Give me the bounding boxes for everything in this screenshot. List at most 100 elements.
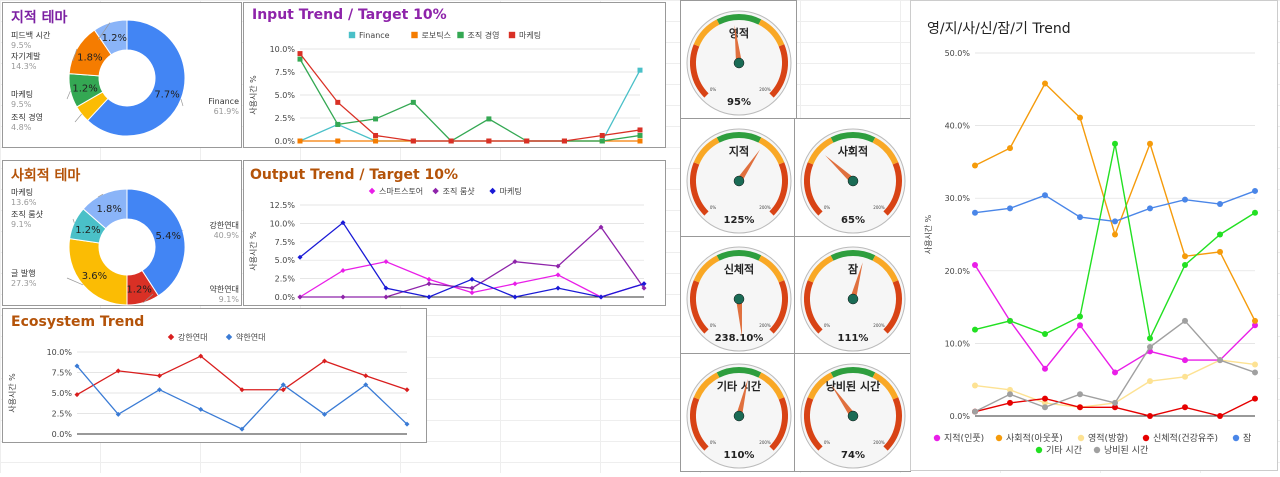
data-point: [638, 68, 643, 73]
gauge-max-label: 200%: [873, 205, 885, 210]
y-tick-label: 5.0%: [275, 91, 296, 100]
data-point: [486, 116, 491, 121]
data-point: [1252, 318, 1258, 324]
leader-line: [75, 114, 82, 122]
gauge-max-label: 200%: [759, 87, 771, 92]
slice-label: 강한연대: [210, 220, 239, 230]
y-tick-label: 7.5%: [275, 238, 296, 247]
data-point: [1252, 396, 1258, 402]
y-axis-label: 사용시간 %: [923, 214, 933, 254]
y-tick-label: 5.0%: [52, 389, 73, 398]
gauge-value: 65%: [841, 215, 865, 226]
data-point: [335, 100, 340, 105]
gauge-dial: 잠0%200%111%: [795, 237, 912, 356]
data-point: [298, 51, 303, 56]
gauge-label: 낭비된 시간: [826, 379, 880, 393]
gauge-max-label: 200%: [759, 205, 771, 210]
data-point: [1112, 218, 1118, 224]
legend-label: 기타 시간: [1046, 445, 1082, 456]
data-point: [600, 139, 605, 144]
leader-line: [67, 91, 70, 99]
data-point: [457, 32, 463, 38]
data-point: [1042, 396, 1048, 402]
y-tick-label: 2.5%: [275, 114, 296, 123]
slice-pct-label: 40.9%: [214, 231, 240, 240]
y-tick-label: 0.0%: [275, 137, 296, 146]
slice-inner-label: 1.8%: [96, 204, 121, 215]
life-trend-panel: 영/지/사/신/잠/기 Trend 0.0%10.0%20.0%30.0%40.…: [910, 0, 1278, 471]
data-point: [1077, 391, 1083, 397]
data-point: [1112, 369, 1118, 375]
data-point: [226, 334, 232, 340]
gauge-label: 기타 시간: [717, 379, 761, 393]
data-point: [1182, 253, 1188, 259]
slice-inner-label: 1.2%: [102, 33, 127, 44]
data-point: [1182, 374, 1188, 380]
input-trend-panel: Input Trend / Target 10% 0.0%2.5%5.0%7.5…: [243, 2, 666, 148]
data-point: [972, 327, 978, 333]
slice-pct-label: 9.1%: [219, 295, 240, 304]
data-point: [509, 32, 515, 38]
data-point: [1007, 145, 1013, 151]
data-point: [1007, 400, 1013, 406]
data-point: [1147, 141, 1153, 147]
gauge-value: 74%: [841, 450, 865, 461]
data-point: [411, 139, 416, 144]
legend-label: 로보틱스: [422, 30, 451, 40]
data-point: [1112, 400, 1118, 406]
data-point: [405, 387, 410, 392]
gauge-label: 영적: [729, 26, 749, 40]
gauge-max-label: 200%: [759, 323, 771, 328]
slice-pct-label: 13.6%: [11, 198, 37, 207]
gauge-max-label: 200%: [873, 323, 885, 328]
data-point: [638, 133, 643, 138]
slice-inner-label: 1.2%: [75, 225, 100, 236]
leader-line: [181, 99, 183, 106]
data-point: [1042, 192, 1048, 198]
data-point: [972, 210, 978, 216]
gauge-min-label: 0%: [710, 205, 717, 210]
data-point: [1182, 404, 1188, 410]
slice-pct-label: 14.3%: [11, 62, 37, 71]
legend-label: 잠: [1243, 433, 1251, 444]
slice-inner-label: 1.8%: [77, 52, 102, 63]
data-point: [411, 100, 416, 105]
data-point: [168, 334, 174, 340]
slice-pct-label: 9.1%: [11, 220, 32, 229]
slice-label: Finance: [208, 97, 239, 106]
data-point: [1094, 447, 1100, 453]
gauge-dial: 낭비된 시간0%200%74%: [795, 354, 912, 473]
gauge-hub: [734, 58, 744, 68]
slice-inner-label: 7.7%: [154, 90, 179, 101]
data-point: [470, 277, 475, 282]
y-tick-label: 7.5%: [52, 369, 73, 378]
data-point: [373, 139, 378, 144]
gauge-hub: [734, 176, 744, 186]
gauge-min-label: 0%: [710, 87, 717, 92]
data-point: [1252, 210, 1258, 216]
slice-label: 마케팅: [11, 187, 33, 197]
data-point: [1252, 369, 1258, 375]
legend-label: 지적(인풋): [944, 432, 984, 444]
data-point: [1233, 435, 1239, 441]
data-point: [972, 262, 978, 268]
legend-label: 조직 경영: [468, 30, 500, 40]
data-point: [1147, 378, 1153, 384]
legend-label: 약한연대: [236, 332, 265, 342]
data-point: [1217, 357, 1223, 363]
data-point: [1077, 314, 1083, 320]
data-point: [411, 32, 417, 38]
data-point: [1143, 435, 1149, 441]
gauge-max-label: 200%: [873, 440, 885, 445]
y-tick-label: 50.0%: [945, 49, 971, 58]
data-point: [1147, 344, 1153, 350]
gauge-dial: 기타 시간0%200%110%: [681, 354, 798, 473]
legend-label: 스마트스토어: [379, 186, 423, 196]
gauge-hub: [848, 411, 858, 421]
legend-label: 영적(방향): [1088, 432, 1128, 444]
data-point: [1147, 413, 1153, 419]
data-point: [638, 127, 643, 132]
gauge-hub: [734, 411, 744, 421]
series-line-6: [975, 144, 1255, 339]
